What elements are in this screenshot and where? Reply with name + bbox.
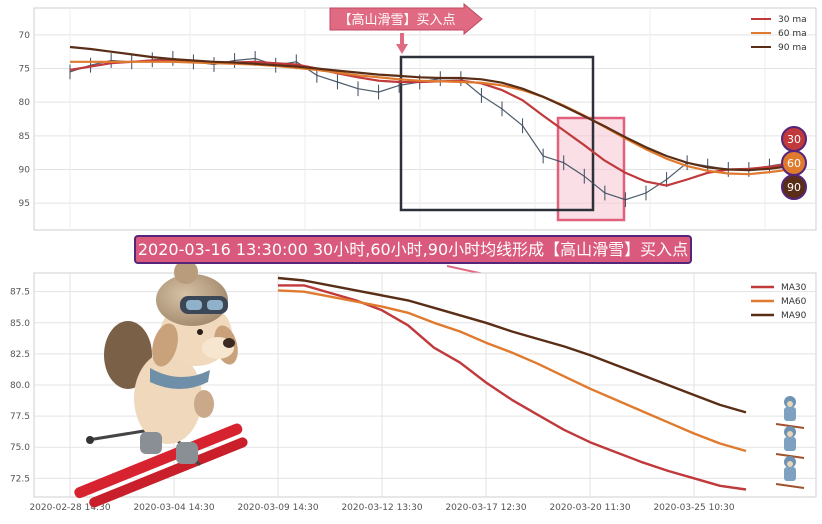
bottom-legend-ma90: MA90 bbox=[781, 311, 807, 321]
boot-icon bbox=[140, 432, 162, 454]
badge-90 bbox=[781, 174, 807, 200]
bottom-ma-lines bbox=[277, 276, 747, 491]
bottom-x-tick-label: 2020-03-25 10:30 bbox=[653, 503, 734, 513]
top-legend-60: 60 ma bbox=[778, 29, 807, 39]
top-y-tick-label: 90 bbox=[19, 165, 31, 175]
bottom-legend-ma30: MA30 bbox=[781, 283, 807, 293]
bottom-ma-line-MA90 bbox=[277, 276, 747, 414]
bottom-y-tick-label: 85.0 bbox=[10, 319, 30, 329]
bottom-x-tick-label: 2020-02-28 14:30 bbox=[29, 503, 110, 513]
top-ma-line-60-ma bbox=[70, 60, 791, 176]
badge-30-label: 30 bbox=[787, 133, 801, 146]
bottom-y-tick-label: 72.5 bbox=[10, 474, 30, 484]
buy-point-callout: 【高山滑雪】买入点 bbox=[329, 2, 483, 54]
badge-60-label: 60 bbox=[787, 157, 801, 170]
top-legend-90: 90 ma bbox=[778, 43, 807, 53]
skier-icon bbox=[775, 456, 805, 489]
top-legend: 30 ma 60 ma 90 ma bbox=[751, 15, 807, 53]
bottom-y-tick-label: 77.5 bbox=[10, 412, 30, 422]
ma-cross-box bbox=[399, 55, 595, 212]
top-plot-area bbox=[33, 7, 817, 231]
top-y-tick-label: 80 bbox=[19, 98, 31, 108]
skiing-dog-illustration bbox=[74, 260, 248, 508]
skier-figures bbox=[775, 396, 805, 489]
bottom-x-tick-label: 2020-03-09 14:30 bbox=[237, 503, 318, 513]
top-y-tick-label: 70 bbox=[19, 31, 31, 41]
bottom-x-tick-label: 2020-03-20 11:30 bbox=[549, 503, 630, 513]
dog-body bbox=[134, 352, 202, 444]
bottom-legend-ma60: MA60 bbox=[781, 297, 807, 307]
bottom-legend: MA30 MA60 MA90 bbox=[751, 283, 807, 321]
bottom-y-axis: 72.5 75.0 77.5 80.0 82.5 85.0 87.5 bbox=[10, 288, 30, 485]
bottom-y-tick-label: 87.5 bbox=[10, 288, 30, 298]
buy-point-callout-text: 【高山滑雪】买入点 bbox=[338, 12, 455, 28]
top-y-tick-label: 95 bbox=[19, 199, 30, 209]
signal-banner: 2020-03-16 13:30:00 30小时,60小时,90小时均线形成【高… bbox=[134, 235, 692, 264]
bottom-x-tick-label: 2020-03-04 14:30 bbox=[133, 503, 214, 513]
top-ma-line-90-ma bbox=[69, 45, 791, 172]
bottom-x-axis: 2020-02-28 14:30 2020-03-04 14:30 2020-03-… bbox=[29, 503, 734, 513]
top-grid bbox=[34, 8, 816, 230]
ma-badges: 30 60 90 bbox=[781, 126, 807, 200]
bottom-x-tick-label: 2020-03-12 13:30 bbox=[341, 503, 422, 513]
top-y-tick-label: 75 bbox=[19, 65, 30, 75]
top-ma-lines bbox=[69, 45, 791, 187]
bottom-y-tick-label: 80.0 bbox=[10, 381, 30, 391]
dog-nose bbox=[223, 338, 235, 348]
top-price-chart: 95 90 85 80 75 70 【高山滑雪】买入点 30 ma 60 ma 90 ma bbox=[19, 2, 817, 231]
bottom-ma-line-MA60 bbox=[277, 289, 747, 453]
skier-icon bbox=[775, 396, 805, 429]
ski-icon bbox=[74, 423, 243, 499]
top-y-tick-label: 85 bbox=[19, 132, 30, 142]
top-y-axis: 95 90 85 80 75 70 bbox=[19, 31, 31, 209]
badge-90-label: 90 bbox=[787, 181, 801, 194]
bottom-y-tick-label: 75.0 bbox=[10, 443, 30, 453]
callout-arrow-icon bbox=[396, 44, 408, 54]
top-legend-30: 30 ma bbox=[778, 15, 807, 25]
ski-pole-icon bbox=[87, 428, 151, 442]
bottom-x-tick-label: 2020-03-17 12:30 bbox=[445, 503, 526, 513]
bottom-y-tick-label: 82.5 bbox=[10, 350, 30, 360]
